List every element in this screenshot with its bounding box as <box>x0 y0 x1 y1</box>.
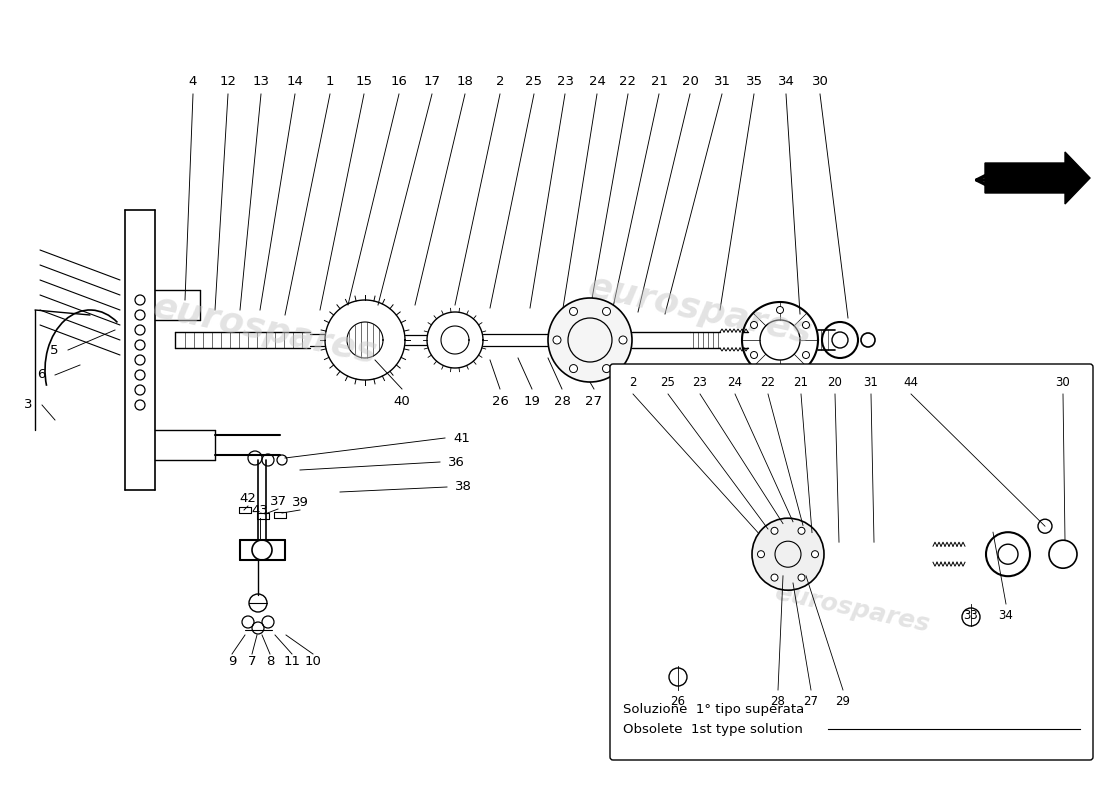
Text: 5: 5 <box>50 343 58 357</box>
Text: 17: 17 <box>424 75 440 88</box>
Text: 7: 7 <box>248 655 256 668</box>
Circle shape <box>798 574 805 581</box>
Text: 29: 29 <box>836 695 850 708</box>
Text: 14: 14 <box>287 75 304 88</box>
Text: 24: 24 <box>588 75 605 88</box>
Text: 23: 23 <box>557 75 573 88</box>
Text: eurospares: eurospares <box>585 270 815 350</box>
Text: 26: 26 <box>671 695 685 708</box>
Circle shape <box>771 574 778 581</box>
Circle shape <box>619 336 627 344</box>
Text: 3: 3 <box>23 398 32 411</box>
Text: 9: 9 <box>228 655 236 668</box>
Text: 2: 2 <box>496 75 504 88</box>
Text: 33: 33 <box>710 385 726 398</box>
Text: 44: 44 <box>903 376 918 389</box>
Circle shape <box>570 307 578 315</box>
Text: 29: 29 <box>617 395 634 408</box>
Circle shape <box>603 365 611 373</box>
Text: 20: 20 <box>682 75 698 88</box>
Text: 12: 12 <box>220 75 236 88</box>
Circle shape <box>750 351 758 358</box>
Text: eurospares: eurospares <box>150 290 381 370</box>
Circle shape <box>603 307 611 315</box>
Text: 6: 6 <box>36 369 45 382</box>
Text: 34: 34 <box>778 75 794 88</box>
Text: 27: 27 <box>585 395 603 408</box>
Text: 15: 15 <box>355 75 373 88</box>
Text: 22: 22 <box>619 75 637 88</box>
Text: 43: 43 <box>252 504 268 517</box>
Text: 30: 30 <box>812 75 828 88</box>
Text: 41: 41 <box>453 431 470 445</box>
Text: 39: 39 <box>292 496 308 509</box>
Circle shape <box>758 550 764 558</box>
Text: Soluzione  1° tipo superata: Soluzione 1° tipo superata <box>623 702 804 715</box>
Text: 33: 33 <box>964 609 978 622</box>
Text: 42: 42 <box>240 492 256 505</box>
Text: 11: 11 <box>284 655 300 668</box>
Text: 31: 31 <box>864 376 879 389</box>
Text: 19: 19 <box>524 395 540 408</box>
Circle shape <box>803 351 810 358</box>
Ellipse shape <box>752 518 824 590</box>
Text: 16: 16 <box>390 75 407 88</box>
Text: 38: 38 <box>455 481 472 494</box>
Text: 23: 23 <box>693 376 707 389</box>
Text: 21: 21 <box>793 376 808 389</box>
Ellipse shape <box>568 318 612 362</box>
Text: 31: 31 <box>714 75 730 88</box>
Text: 26: 26 <box>492 395 508 408</box>
Text: 21: 21 <box>650 75 668 88</box>
Text: 24: 24 <box>727 376 742 389</box>
FancyBboxPatch shape <box>610 364 1093 760</box>
Ellipse shape <box>776 541 801 567</box>
Text: 20: 20 <box>827 376 843 389</box>
Circle shape <box>803 322 810 329</box>
Circle shape <box>553 336 561 344</box>
Text: 32: 32 <box>676 385 693 398</box>
Text: eurospares: eurospares <box>772 581 932 637</box>
Text: 35: 35 <box>746 75 762 88</box>
Text: 37: 37 <box>270 495 286 508</box>
Circle shape <box>798 527 805 534</box>
Text: 1: 1 <box>326 75 334 88</box>
Text: Obsolete  1st type solution: Obsolete 1st type solution <box>623 722 803 735</box>
Circle shape <box>750 322 758 329</box>
Text: 8: 8 <box>266 655 274 668</box>
Text: 4: 4 <box>189 75 197 88</box>
Text: 10: 10 <box>305 655 321 668</box>
Circle shape <box>771 527 778 534</box>
Ellipse shape <box>548 298 632 382</box>
Text: 34: 34 <box>999 609 1013 622</box>
Text: 25: 25 <box>526 75 542 88</box>
Text: 18: 18 <box>456 75 473 88</box>
Text: 36: 36 <box>448 455 465 469</box>
Circle shape <box>812 550 818 558</box>
Text: 2: 2 <box>629 376 637 389</box>
Circle shape <box>777 306 783 314</box>
Text: 27: 27 <box>803 695 818 708</box>
Text: 40: 40 <box>394 395 410 408</box>
Polygon shape <box>984 152 1090 204</box>
Text: 30: 30 <box>1056 376 1070 389</box>
Text: 28: 28 <box>553 395 571 408</box>
Text: 13: 13 <box>253 75 270 88</box>
Text: 22: 22 <box>760 376 775 389</box>
Circle shape <box>777 366 783 374</box>
Text: 25: 25 <box>661 376 675 389</box>
Circle shape <box>570 365 578 373</box>
Text: 28: 28 <box>771 695 785 708</box>
